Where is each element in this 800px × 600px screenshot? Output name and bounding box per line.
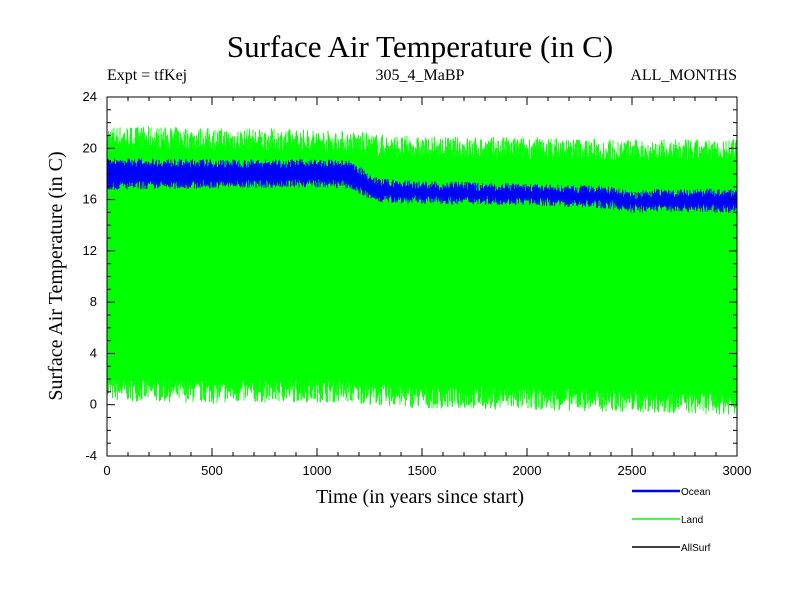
tick-layer: 0 500 1000 1500 2000 2500 3000 -4 0 4 8 12 16 20 24 bbox=[83, 89, 752, 478]
period-label: 305_4_MaBP bbox=[376, 67, 465, 84]
legend-label-land: Land bbox=[681, 515, 703, 526]
x-tick-label: 2000 bbox=[513, 463, 542, 478]
legend: Ocean Land AllSurf bbox=[632, 487, 711, 554]
series-land bbox=[107, 126, 737, 415]
x-tick-label: 0 bbox=[103, 463, 110, 478]
legend-label-ocean: Ocean bbox=[681, 487, 710, 498]
y-tick-label: -4 bbox=[85, 448, 97, 463]
y-tick-label: 16 bbox=[83, 192, 97, 207]
experiment-label: Expt = tfKej bbox=[107, 67, 187, 84]
x-tick-label: 1500 bbox=[408, 463, 437, 478]
y-tick-label: 12 bbox=[83, 243, 97, 258]
legend-label-allsurf: AllSurf bbox=[681, 543, 711, 554]
x-tick-label: 1000 bbox=[303, 463, 332, 478]
y-tick-label: 8 bbox=[90, 294, 97, 309]
x-tick-label: 2500 bbox=[618, 463, 647, 478]
x-axis-label: Time (in years since start) bbox=[316, 486, 524, 508]
y-tick-label: 0 bbox=[90, 397, 97, 412]
series-ocean bbox=[107, 158, 737, 213]
months-label: ALL_MONTHS bbox=[630, 67, 737, 84]
y-tick-label: 24 bbox=[83, 89, 97, 104]
y-tick-label: 20 bbox=[83, 140, 97, 155]
series-layer bbox=[107, 126, 737, 415]
x-tick-label: 500 bbox=[201, 463, 223, 478]
x-tick-label: 3000 bbox=[723, 463, 752, 478]
y-axis-label: Surface Air Temperature (in C) bbox=[45, 151, 67, 400]
y-tick-label: 4 bbox=[90, 345, 97, 360]
chart-title: Surface Air Temperature (in C) bbox=[227, 29, 613, 64]
